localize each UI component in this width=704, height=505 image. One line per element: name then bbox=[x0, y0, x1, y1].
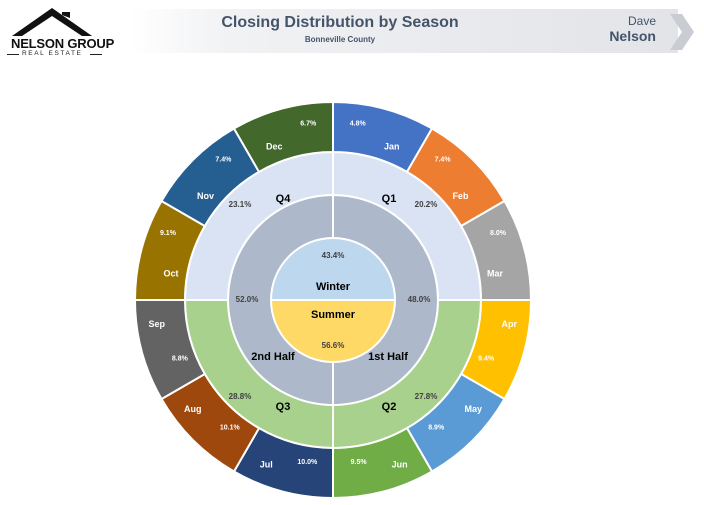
month-label-feb: Feb bbox=[452, 191, 469, 201]
month-label-oct: Oct bbox=[164, 269, 179, 279]
logo-rule-left bbox=[7, 54, 19, 55]
summer-label: Summer bbox=[311, 309, 356, 321]
page-title: Closing Distribution by Season bbox=[221, 14, 459, 31]
month-value-label-apr: 9.4% bbox=[478, 356, 495, 363]
half-value-label-2nd: 52.0% bbox=[236, 295, 259, 304]
half-value-label-1st: 48.0% bbox=[408, 295, 431, 304]
winter-label: Winter bbox=[316, 281, 351, 293]
quarter-label-q2: Q2 bbox=[382, 401, 397, 413]
month-label-jul: Jul bbox=[260, 459, 273, 469]
month-value-label-nov: 7.4% bbox=[215, 157, 232, 164]
agent-first-name: Dave bbox=[627, 14, 656, 28]
month-value-label-dec: 6.7% bbox=[300, 121, 317, 128]
month-label-mar: Mar bbox=[487, 269, 504, 279]
header: NELSON GROUP REAL ESTATE Closing Distrib… bbox=[0, 0, 704, 60]
page-subtitle: Bonneville County bbox=[304, 35, 376, 44]
month-value-label-oct: 9.1% bbox=[160, 230, 177, 237]
month-value-label-sep: 8.8% bbox=[172, 356, 189, 363]
quarter-label-q4: Q4 bbox=[276, 193, 292, 205]
quarter-label-q1: Q1 bbox=[382, 193, 397, 205]
sunburst-chart: 43.4% Winter Summer 56.6% 52.0% 48.0% 2nd Half… bbox=[133, 100, 533, 500]
chevron-right-icon[interactable] bbox=[666, 12, 696, 52]
month-label-jun: Jun bbox=[392, 459, 408, 469]
logo-name: NELSON GROUP bbox=[11, 36, 115, 51]
month-value-label-mar: 8.0% bbox=[490, 230, 507, 237]
summer-value-label: 56.6% bbox=[322, 341, 345, 350]
month-value-label-feb: 7.4% bbox=[435, 157, 452, 164]
month-label-aug: Aug bbox=[184, 404, 202, 414]
sunburst-layer: 43.4% Winter Summer 56.6% 52.0% 48.0% 2nd Half… bbox=[133, 100, 533, 500]
quarter-value-label-q2: 27.8% bbox=[415, 392, 438, 401]
header-band bbox=[130, 9, 678, 53]
month-value-label-jun: 9.5% bbox=[351, 459, 368, 466]
quarter-label-q3: Q3 bbox=[276, 401, 291, 413]
quarter-value-label-q1: 20.2% bbox=[415, 200, 438, 209]
month-value-label-jul: 10.0% bbox=[297, 459, 318, 466]
logo: NELSON GROUP REAL ESTATE bbox=[4, 4, 124, 58]
month-label-dec: Dec bbox=[266, 141, 283, 151]
month-label-jan: Jan bbox=[384, 141, 400, 151]
agent-last-name: Nelson bbox=[609, 28, 656, 44]
month-label-nov: Nov bbox=[197, 191, 214, 201]
month-label-apr: Apr bbox=[502, 319, 518, 329]
winter-value-label: 43.4% bbox=[322, 251, 345, 260]
month-label-sep: Sep bbox=[148, 319, 165, 329]
logo-rule-right bbox=[90, 54, 102, 55]
half-label-2nd: 2nd Half bbox=[251, 351, 295, 363]
month-value-label-jan: 4.8% bbox=[350, 121, 367, 128]
month-value-label-aug: 10.1% bbox=[220, 424, 241, 431]
half-label-1st: 1st Half bbox=[368, 351, 408, 363]
logo-subtitle: REAL ESTATE bbox=[22, 50, 83, 57]
month-value-label-may: 8.9% bbox=[428, 424, 445, 431]
quarter-value-label-q3: 28.8% bbox=[229, 392, 252, 401]
month-label-may: May bbox=[465, 404, 483, 414]
house-roof-icon bbox=[12, 8, 92, 36]
month-segment-dec bbox=[232, 100, 334, 174]
quarter-value-label-q4: 23.1% bbox=[229, 200, 252, 209]
